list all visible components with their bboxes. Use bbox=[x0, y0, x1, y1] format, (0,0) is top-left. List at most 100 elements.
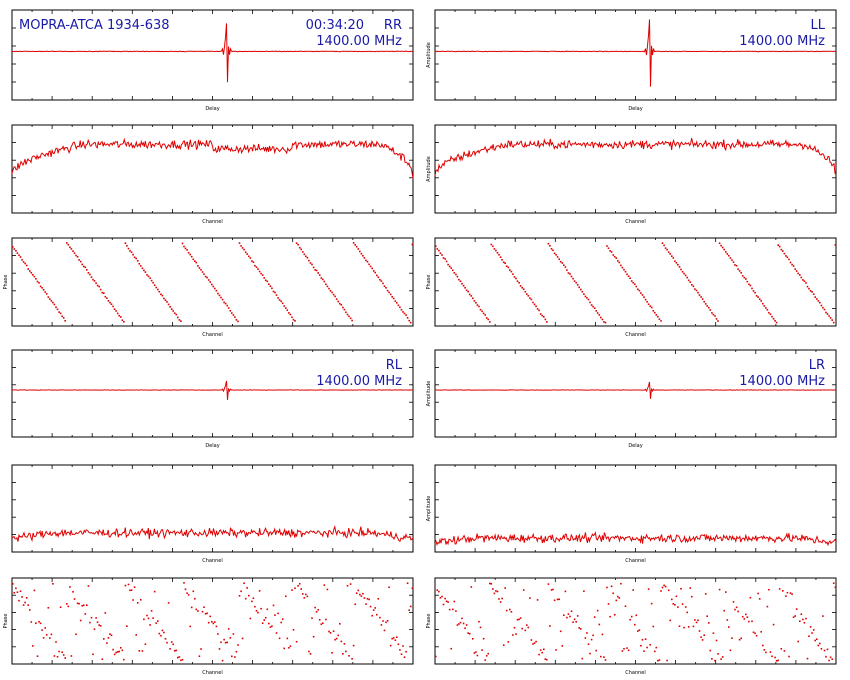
phase-point bbox=[573, 618, 576, 621]
phase-point bbox=[641, 294, 644, 296]
spectrum-trace bbox=[11, 525, 414, 543]
phase-point bbox=[314, 606, 316, 609]
x-axis-label: Channel bbox=[202, 332, 223, 338]
phase-point bbox=[569, 273, 571, 275]
phase-point bbox=[109, 301, 111, 304]
panel-delay-rr: Delay MOPRA-ATCA 1934-638 00:34:20 RR1400.0… bbox=[11, 9, 414, 112]
phase-point bbox=[768, 311, 770, 314]
phase-point bbox=[556, 256, 559, 258]
phase-point bbox=[263, 619, 265, 621]
phase-point bbox=[737, 268, 739, 270]
phase-point bbox=[215, 289, 218, 292]
phase-point bbox=[318, 619, 321, 621]
phase-point bbox=[389, 644, 392, 647]
phase-point bbox=[231, 655, 233, 658]
phase-point bbox=[138, 263, 141, 265]
phase-point bbox=[620, 264, 622, 267]
phase-point bbox=[464, 627, 466, 629]
phase-point bbox=[587, 298, 590, 301]
phase-point bbox=[774, 320, 776, 322]
phase-point bbox=[153, 284, 156, 286]
phase-point bbox=[298, 583, 301, 585]
phase-point bbox=[335, 637, 338, 640]
phase-point bbox=[475, 651, 477, 653]
phase-point bbox=[73, 252, 76, 254]
phase-point bbox=[337, 300, 339, 303]
phase-point bbox=[266, 280, 269, 283]
phase-point bbox=[746, 280, 749, 283]
plot-frame bbox=[434, 124, 837, 214]
phase-point bbox=[632, 589, 634, 591]
phase-point bbox=[292, 318, 295, 321]
phase-point bbox=[637, 288, 639, 291]
phase-point bbox=[35, 622, 37, 624]
phase-points bbox=[435, 582, 837, 662]
phase-point bbox=[607, 247, 610, 249]
phase-point bbox=[721, 246, 724, 249]
phase-point bbox=[126, 625, 128, 627]
phase-point bbox=[254, 264, 256, 267]
phase-point bbox=[566, 616, 568, 619]
phase-point bbox=[458, 278, 460, 281]
phase-point bbox=[610, 585, 613, 588]
phase-point bbox=[563, 614, 565, 616]
phase-point bbox=[536, 308, 539, 310]
phase-point bbox=[763, 649, 766, 651]
phase-point bbox=[711, 312, 713, 314]
phase-point bbox=[786, 591, 789, 594]
phase-point bbox=[485, 655, 488, 657]
phase-point bbox=[661, 586, 664, 589]
phase-point bbox=[308, 650, 310, 653]
phase-point bbox=[444, 258, 446, 260]
phase-point bbox=[118, 314, 120, 317]
phase-point bbox=[346, 313, 349, 316]
phase-point bbox=[530, 639, 533, 641]
y-axis-label: Amplitude bbox=[426, 496, 432, 522]
phase-point bbox=[240, 590, 242, 593]
phase-point bbox=[748, 283, 750, 286]
phase-point bbox=[180, 659, 182, 662]
phase-point bbox=[518, 618, 520, 621]
phase-point bbox=[110, 303, 113, 305]
phase-points bbox=[435, 242, 837, 324]
phase-point bbox=[340, 304, 343, 306]
phase-point bbox=[561, 262, 564, 264]
phase-point bbox=[197, 610, 199, 612]
phase-point bbox=[251, 260, 253, 262]
phase-point bbox=[462, 622, 465, 625]
phase-point bbox=[172, 643, 174, 646]
phase-point bbox=[504, 587, 506, 589]
phase-point bbox=[110, 634, 113, 637]
phase-point bbox=[337, 634, 339, 637]
phase-point bbox=[32, 645, 34, 647]
phase-point bbox=[484, 314, 486, 316]
phase-point bbox=[691, 284, 693, 286]
phase-point bbox=[87, 585, 90, 587]
phase-point bbox=[78, 259, 80, 261]
phase-point bbox=[435, 655, 437, 658]
phase-point bbox=[490, 243, 493, 246]
phase-point bbox=[195, 261, 198, 264]
phase-point bbox=[505, 265, 508, 267]
phase-point bbox=[575, 621, 577, 623]
phase-point bbox=[630, 280, 633, 282]
phase-point bbox=[782, 250, 784, 252]
phase-point bbox=[689, 281, 692, 283]
phase-point bbox=[217, 292, 219, 295]
phase-point bbox=[96, 621, 99, 623]
phase-point bbox=[450, 267, 452, 269]
phase-point bbox=[553, 252, 556, 255]
phase-point bbox=[275, 632, 278, 634]
phase-point bbox=[647, 588, 650, 590]
phase-point bbox=[214, 621, 216, 623]
phase-point bbox=[86, 269, 88, 271]
phase-point bbox=[465, 289, 468, 292]
phase-point bbox=[332, 630, 335, 632]
phase-point bbox=[214, 287, 216, 290]
phase-point bbox=[93, 628, 96, 630]
phase-point bbox=[482, 312, 485, 315]
phase-point bbox=[533, 303, 536, 306]
phase-point bbox=[604, 321, 607, 324]
phase-point bbox=[124, 584, 127, 587]
phase-point bbox=[352, 242, 355, 244]
